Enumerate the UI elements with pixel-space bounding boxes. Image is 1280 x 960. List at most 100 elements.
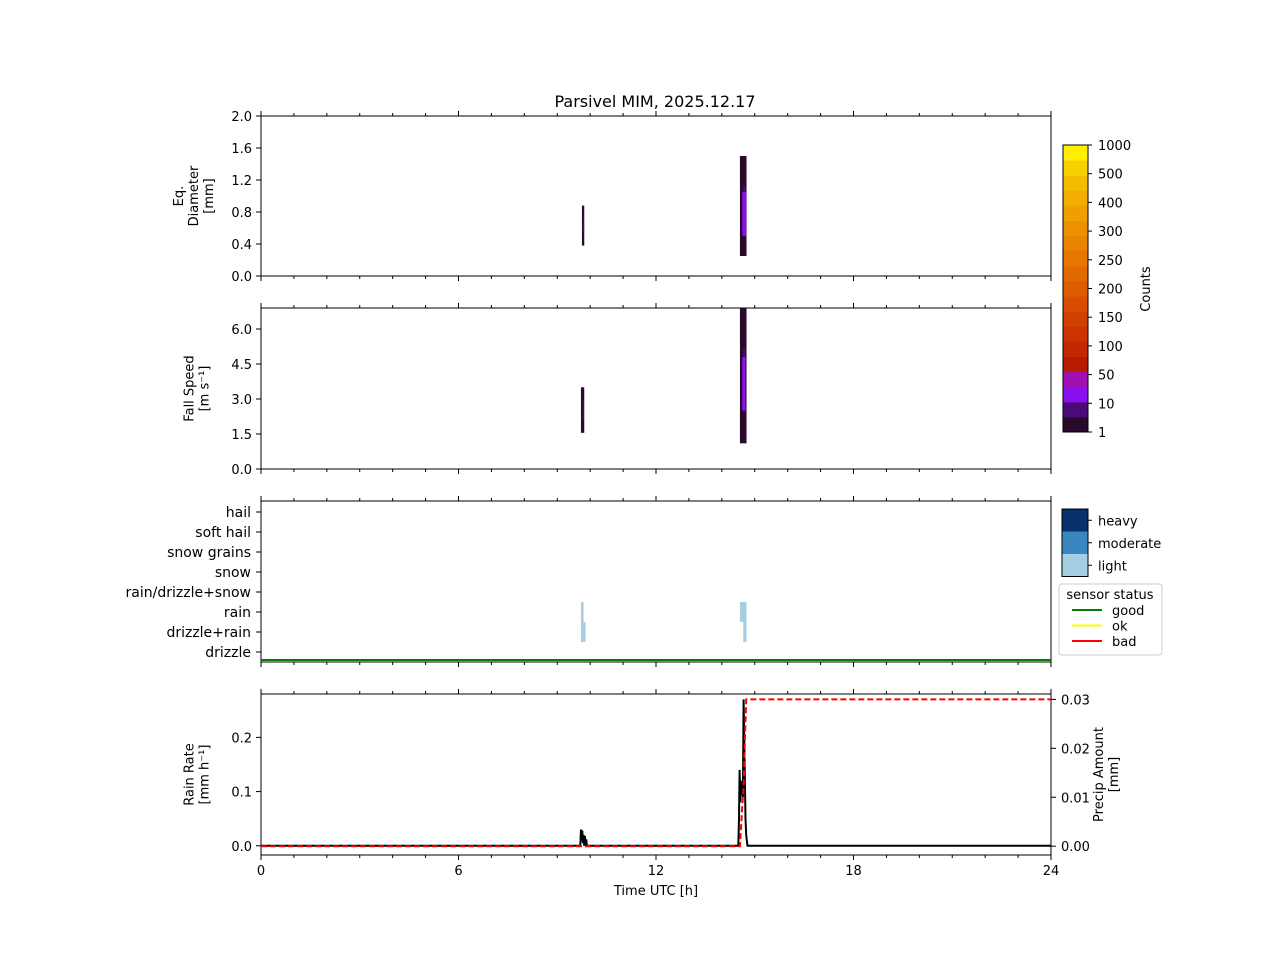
y2-tick-label: 0.03 — [1061, 693, 1090, 708]
colorbar-segment — [1063, 371, 1088, 388]
colorbar-segment — [1063, 386, 1088, 403]
colorbar-tick-label: 400 — [1098, 196, 1123, 211]
intensity-swatch — [1062, 509, 1088, 532]
y-axis-label: [mm] — [202, 178, 217, 213]
legend-frame — [1058, 583, 1163, 656]
legend-title: sensor status — [1066, 588, 1153, 603]
weather-bar — [743, 622, 747, 642]
weather-bar — [583, 622, 586, 642]
colorbar-segment — [1063, 145, 1088, 161]
x-tick-label: 24 — [1043, 864, 1060, 879]
weather-bar — [580, 602, 584, 622]
plot-frame — [260, 693, 1052, 856]
y-tick-label: 3.0 — [231, 393, 252, 408]
colorbar-tick-label: 250 — [1098, 254, 1123, 269]
x-tick-label: 6 — [454, 864, 462, 879]
plot-frame — [260, 307, 1052, 470]
x-tick-label: 18 — [845, 864, 862, 879]
colorbar-segment — [1063, 280, 1088, 297]
y-axis-label: Eq. — [172, 186, 187, 207]
x-tick-label: 12 — [648, 864, 665, 879]
y-tick-label: 0.1 — [231, 786, 252, 801]
category-label: hail — [226, 505, 251, 521]
category-label: rain/drizzle+snow — [126, 585, 251, 601]
colorbar-tick-label: 10 — [1098, 397, 1115, 412]
colorbar-segment — [1063, 341, 1088, 357]
category-label: snow — [215, 565, 251, 581]
status-label-ok: ok — [1112, 620, 1128, 635]
intensity-label: moderate — [1098, 537, 1161, 552]
colorbar-tick-label: 50 — [1098, 369, 1115, 384]
colorbar-tick-label: 300 — [1098, 225, 1123, 240]
colorbar-segment — [1063, 356, 1088, 373]
counts-cell — [742, 357, 746, 411]
intensity-frame — [1061, 508, 1089, 577]
colorbar-segment — [1063, 296, 1088, 312]
colorbar-tick-label: 1 — [1098, 426, 1106, 441]
y-axis-label: Fall Speed — [183, 355, 198, 421]
y-axis-label: [m s⁻¹] — [198, 366, 213, 412]
rain-rate-panel: 0 6 12 18 24 0.0 0.1 0.2 0.00 0.01 0.02 0.03 Rain Ra… — [183, 689, 1122, 879]
colorbar-segment — [1063, 205, 1088, 222]
y2-tick-label: 0.00 — [1061, 840, 1090, 855]
fall-speed-panel: 0.0 1.5 3.0 4.5 6.0 Fall Speed [m s⁻¹] — [183, 303, 1052, 478]
colorbar-segment — [1063, 265, 1088, 282]
intensity-label: light — [1098, 559, 1127, 574]
status-label-good: good — [1112, 604, 1144, 619]
x-tick-label: 0 — [257, 864, 265, 879]
counts-colorbar: 1 10 50 100 150 200 250 300 400 500 1000 — [1062, 139, 1131, 441]
y-tick-label: 0.8 — [231, 206, 252, 221]
precip-amount-line — [261, 698, 1051, 848]
colorbar-segment — [1063, 326, 1088, 342]
counts-cell — [582, 400, 584, 420]
y-axis-label: Rain Rate — [183, 743, 198, 806]
colorbar-segment — [1063, 220, 1088, 237]
y-tick-label: 1.6 — [231, 142, 252, 157]
colorbar-segment — [1063, 160, 1088, 176]
x-axis-label: Time UTC [h] — [613, 884, 698, 899]
colorbar-tick-label: 1000 — [1098, 139, 1131, 154]
y-tick-label: 0.2 — [231, 731, 252, 746]
y-axis-label: [mm h⁻¹] — [198, 745, 213, 805]
intensity-swatch — [1062, 554, 1088, 577]
weather-code-panel: hail soft hail snow grains snow rain/drizzle… — [126, 496, 1052, 667]
status-label-bad: bad — [1112, 635, 1136, 650]
intensity-label: heavy — [1098, 514, 1138, 529]
colorbar-segment — [1063, 235, 1088, 252]
y2-axis-label: Precip Amount — [1092, 727, 1107, 822]
y-axis-label: Diameter — [187, 165, 202, 226]
colorbar-segment — [1063, 190, 1088, 206]
rain-rate-line — [261, 699, 1051, 847]
colorbar-tick-label: 150 — [1098, 311, 1123, 326]
category-label: drizzle — [205, 645, 251, 661]
y2-tick-label: 0.01 — [1061, 791, 1090, 806]
y-tick-label: 6.0 — [231, 323, 252, 338]
y-tick-label: 0.0 — [231, 463, 252, 478]
plot-frame — [260, 115, 1052, 277]
colorbar-segment — [1063, 416, 1088, 433]
counts-cell — [742, 192, 747, 236]
colorbar-segment — [1063, 401, 1088, 418]
colorbar-segment — [1063, 250, 1088, 267]
plot-frame — [260, 500, 1052, 663]
y2-axis-label: [mm] — [1107, 757, 1122, 792]
colorbar-segment — [1063, 175, 1088, 191]
y-tick-label: 4.5 — [231, 358, 252, 373]
intensity-swatch — [1062, 531, 1088, 554]
y-tick-label: 0.4 — [231, 238, 252, 253]
category-label: rain — [224, 605, 251, 621]
y2-tick-label: 0.02 — [1061, 742, 1090, 757]
figure-title: Parsivel MIM, 2025.12.17 — [554, 92, 755, 111]
counts-cell — [583, 217, 585, 234]
colorbar-tick-label: 200 — [1098, 283, 1123, 298]
category-label: snow grains — [167, 545, 251, 561]
y-tick-label: 1.5 — [231, 428, 252, 443]
colorbar-tick-label: 500 — [1098, 168, 1123, 183]
y-tick-label: 1.2 — [231, 174, 252, 189]
colorbar-tick-label: 100 — [1098, 340, 1123, 355]
y-tick-label: 0.0 — [231, 270, 252, 285]
intensity-legend: heavy moderate light — [1061, 508, 1161, 577]
category-label: drizzle+rain — [166, 625, 251, 641]
